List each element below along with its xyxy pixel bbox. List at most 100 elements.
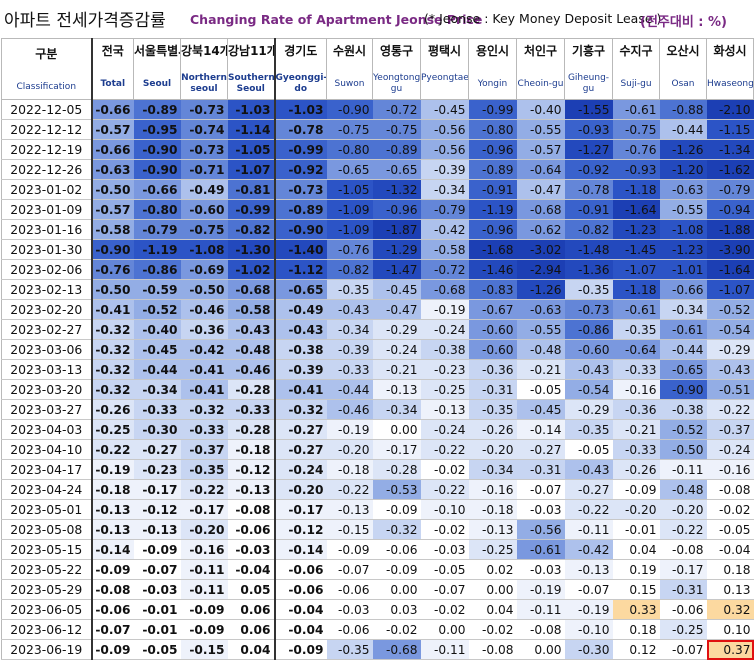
cell-giheung: -0.60 [564, 339, 613, 360]
column-header-english: Yeongtong-gu [373, 73, 421, 94]
cell-gyeonggi: -0.24 [273, 459, 327, 480]
column-header-label: 오산시 [666, 44, 700, 58]
cell-gyeonggi: -0.20 [273, 479, 327, 500]
table-row: 2023-01-09 -0.57 -0.80 -0.60 -0.99 -0.89 -1.09… [1, 199, 754, 220]
cell-seoul: -0.13 [133, 519, 181, 540]
cell-osan: -0.38 [659, 399, 707, 420]
cell-suwon: -0.82 [326, 259, 373, 280]
cell-suji: -0.20 [612, 499, 660, 520]
cell-hwaseong: -1.07 [706, 279, 754, 300]
table-row: 2023-01-02 -0.50 -0.66 -0.49 -0.81 -0.73 -1.05… [1, 179, 754, 200]
row-date: 2023-04-17 [1, 459, 92, 480]
cell-osan: -0.48 [659, 479, 707, 500]
cell-national: -0.66 [90, 99, 134, 120]
cell-national: -0.57 [90, 119, 134, 140]
cell-hwaseong: -0.51 [706, 379, 754, 400]
column-header-english: Osan [671, 79, 695, 89]
cell-giheung: -1.55 [564, 99, 613, 120]
cell-gyeonggi: -0.06 [273, 579, 327, 600]
cell-hwaseong: -0.37 [706, 419, 754, 440]
row-date: 2023-01-30 [1, 239, 92, 260]
column-header-label: 화성시 [713, 44, 747, 58]
cell-giheung: -0.05 [564, 439, 613, 460]
column-header-label: 수원시 [332, 44, 367, 58]
column-header-english: Gyeonggi-do [275, 73, 327, 94]
column-header-label: 강남11개구 [228, 44, 273, 58]
cell-suji: -0.93 [612, 159, 660, 180]
table-row: 2023-06-19 -0.09 -0.05 -0.15 0.04 -0.09 -0.35-… [1, 639, 754, 660]
cell-osan: -0.25 [659, 619, 707, 640]
column-header-yeongtong: 영통구 Yeongtong-gu [372, 38, 421, 100]
table-row: 2023-04-03 -0.25 -0.30 -0.33 -0.28 -0.27 -0.19… [1, 419, 754, 440]
cell-national: -0.19 [90, 459, 134, 480]
row-date: 2023-02-06 [1, 259, 92, 280]
cell-national: -0.32 [90, 359, 134, 380]
cell-seoul: -0.59 [133, 279, 181, 300]
cell-north: -0.22 [180, 479, 228, 500]
cell-yongin: -1.19 [468, 199, 517, 220]
column-header-south: 강남11개구 Southern Seoul [227, 38, 276, 100]
cell-south: 0.05 [227, 579, 276, 600]
cell-suwon: -0.35 [326, 639, 373, 660]
row-date: 2023-01-09 [1, 199, 92, 220]
row-date: 2023-05-01 [1, 499, 92, 520]
cell-national: -0.14 [90, 539, 134, 560]
cell-hwaseong: -1.62 [706, 159, 754, 180]
cell-pyeongtaek: -0.39 [420, 159, 469, 180]
cell-giheung: -0.43 [564, 459, 613, 480]
cell-gyeonggi: -0.49 [273, 299, 327, 320]
cell-pyeongtaek: -0.11 [420, 639, 469, 660]
cell-seoul: -0.90 [133, 159, 181, 180]
cell-hwaseong: 0.13 [706, 579, 754, 600]
cell-seoul: -0.09 [133, 539, 181, 560]
cell-cheoin: -0.56 [516, 519, 565, 540]
cell-seoul: -0.86 [133, 259, 181, 280]
row-date: 2023-03-06 [1, 339, 92, 360]
cell-south: -0.58 [227, 299, 276, 320]
cell-pyeongtaek: -0.79 [420, 199, 469, 220]
cell-cheoin: -0.47 [516, 179, 565, 200]
cell-suwon: -0.75 [326, 119, 373, 140]
table-row: 2023-04-24 -0.18 -0.17 -0.22 -0.13 -0.20 -0.22… [1, 479, 754, 500]
cell-cheoin: -0.55 [516, 319, 565, 340]
cell-yongin: -0.36 [468, 359, 517, 380]
cell-yeongtong: -0.06 [372, 539, 421, 560]
cell-osan: -0.66 [659, 279, 707, 300]
row-date: 2023-03-27 [1, 399, 92, 420]
cell-suji: -1.07 [612, 259, 660, 280]
cell-yeongtong: -0.47 [372, 299, 421, 320]
cell-south: -1.05 [227, 139, 276, 160]
cell-seoul: -0.05 [133, 639, 181, 660]
row-date: 2023-05-29 [1, 579, 92, 600]
cell-national: -0.32 [90, 339, 134, 360]
cell-suwon: -1.05 [326, 179, 373, 200]
cell-osan: -1.20 [659, 159, 707, 180]
column-header-hwaseong: 화성시 Hwaseong [706, 38, 754, 100]
cell-national: -0.09 [90, 639, 134, 660]
cell-suji: -0.33 [612, 439, 660, 460]
column-header-national: 전국 Total [90, 38, 134, 100]
cell-seoul: -0.34 [133, 379, 181, 400]
cell-yeongtong: 0.03 [372, 599, 421, 620]
cell-cheoin: -0.63 [516, 299, 565, 320]
cell-north: -0.60 [180, 199, 228, 220]
cell-hwaseong: -1.88 [706, 219, 754, 240]
cell-giheung: -0.35 [564, 419, 613, 440]
cell-north: -0.20 [180, 519, 228, 540]
cell-suji: 0.15 [612, 579, 660, 600]
cell-national: -0.09 [90, 559, 134, 580]
column-header-label: 강북14개구 [181, 44, 227, 58]
cell-yongin: 0.04 [468, 599, 517, 620]
cell-seoul: -0.80 [133, 199, 181, 220]
column-header-pyeongtaek: 평택시 Pyeongtaek [420, 38, 469, 100]
cell-hwaseong: 0.10 [706, 619, 754, 640]
cell-south: -0.28 [227, 379, 276, 400]
cell-hwaseong: -0.16 [706, 459, 754, 480]
cell-pyeongtaek: -0.24 [420, 419, 469, 440]
cell-yongin: -0.89 [468, 159, 517, 180]
cell-suji: -0.01 [612, 519, 660, 540]
cell-national: -0.50 [90, 179, 134, 200]
cell-north: -0.75 [180, 219, 228, 240]
cell-cheoin: -0.19 [516, 579, 565, 600]
cell-hwaseong: 0.37 [706, 639, 754, 660]
